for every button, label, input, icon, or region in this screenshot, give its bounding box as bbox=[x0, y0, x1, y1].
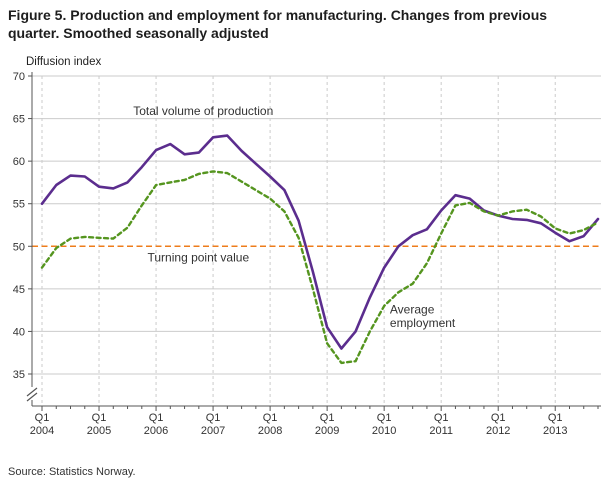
x-year-label: 2007 bbox=[201, 425, 225, 437]
axis-break-gap bbox=[30, 387, 34, 400]
series-line-average-employment bbox=[40, 170, 600, 365]
x-quarter-label: Q1 bbox=[263, 412, 278, 424]
diffusion-index-line-chart: 3540455055606570Q12004Q12005Q12006Q12007… bbox=[13, 56, 601, 437]
figure-title: Figure 5. Production and employment for … bbox=[8, 7, 548, 42]
x-year-label: 2011 bbox=[429, 425, 453, 437]
x-quarter-label: Q1 bbox=[320, 412, 335, 424]
x-year-label: 2005 bbox=[87, 425, 111, 437]
y-tick-label: 65 bbox=[13, 114, 25, 126]
series-line-total-volume-of-production bbox=[40, 134, 600, 350]
y-tick-label: 50 bbox=[13, 241, 25, 253]
y-axis-title: Diffusion index bbox=[26, 56, 101, 68]
y-tick-label: 35 bbox=[13, 369, 25, 381]
source-note: Source: Statistics Norway. bbox=[8, 466, 136, 478]
y-tick-label: 45 bbox=[13, 284, 25, 296]
x-quarter-label: Q1 bbox=[491, 412, 506, 424]
y-tick-label: 55 bbox=[13, 199, 25, 211]
x-year-label: 2006 bbox=[144, 425, 168, 437]
x-year-label: 2010 bbox=[372, 425, 396, 437]
x-quarter-label: Q1 bbox=[92, 412, 107, 424]
x-quarter-label: Q1 bbox=[35, 412, 50, 424]
x-quarter-label: Q1 bbox=[149, 412, 164, 424]
axis-break-icon bbox=[26, 392, 38, 402]
x-quarter-label: Q1 bbox=[206, 412, 221, 424]
annotation-average: Average bbox=[390, 303, 435, 317]
y-tick-label: 40 bbox=[13, 326, 25, 338]
annotation-total-volume-of-production: Total volume of production bbox=[133, 104, 273, 118]
x-year-label: 2008 bbox=[258, 425, 282, 437]
y-tick-label: 70 bbox=[13, 71, 25, 83]
x-quarter-label: Q1 bbox=[434, 412, 449, 424]
x-quarter-label: Q1 bbox=[548, 412, 563, 424]
axis-break-icon bbox=[26, 387, 38, 397]
x-quarter-label: Q1 bbox=[377, 412, 392, 424]
x-year-label: 2013 bbox=[543, 425, 567, 437]
x-year-label: 2012 bbox=[486, 425, 510, 437]
annotation-turning-point-value: Turning point value bbox=[148, 251, 250, 265]
annotation-employment: employment bbox=[390, 316, 456, 330]
x-year-label: 2009 bbox=[315, 425, 339, 437]
y-tick-label: 60 bbox=[13, 156, 25, 168]
x-year-label: 2004 bbox=[30, 425, 54, 437]
